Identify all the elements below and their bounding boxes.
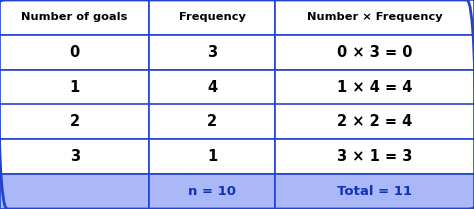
Bar — [149, 0, 275, 35]
Text: 1 × 4 = 4: 1 × 4 = 4 — [337, 80, 412, 95]
Text: 4: 4 — [207, 80, 217, 95]
Bar — [0, 0, 149, 35]
Text: Frequency: Frequency — [179, 12, 246, 22]
Bar — [275, 0, 474, 35]
Text: Total = 11: Total = 11 — [337, 185, 412, 198]
Bar — [275, 70, 474, 104]
Bar — [0, 70, 149, 104]
Bar — [149, 35, 275, 70]
Bar — [275, 174, 474, 209]
Bar — [0, 174, 149, 209]
Text: 1: 1 — [70, 80, 80, 95]
Bar — [149, 70, 275, 104]
Text: 0: 0 — [70, 45, 80, 60]
Bar — [275, 139, 474, 174]
Text: Number of goals: Number of goals — [21, 12, 128, 22]
Text: Number × Frequency: Number × Frequency — [307, 12, 442, 22]
Bar — [149, 139, 275, 174]
Bar — [0, 35, 149, 70]
Text: 3 × 1 = 3: 3 × 1 = 3 — [337, 149, 412, 164]
Bar — [275, 35, 474, 70]
Text: 2 × 2 = 4: 2 × 2 = 4 — [337, 114, 412, 129]
Bar — [0, 104, 149, 139]
Text: 2: 2 — [70, 114, 80, 129]
Text: 3: 3 — [70, 149, 80, 164]
Text: 0 × 3 = 0: 0 × 3 = 0 — [337, 45, 412, 60]
Bar — [0, 139, 149, 174]
Text: 1: 1 — [207, 149, 217, 164]
Text: 3: 3 — [207, 45, 217, 60]
Bar — [149, 174, 275, 209]
Bar — [149, 104, 275, 139]
Text: 2: 2 — [207, 114, 217, 129]
Text: n = 10: n = 10 — [188, 185, 236, 198]
Bar — [275, 104, 474, 139]
